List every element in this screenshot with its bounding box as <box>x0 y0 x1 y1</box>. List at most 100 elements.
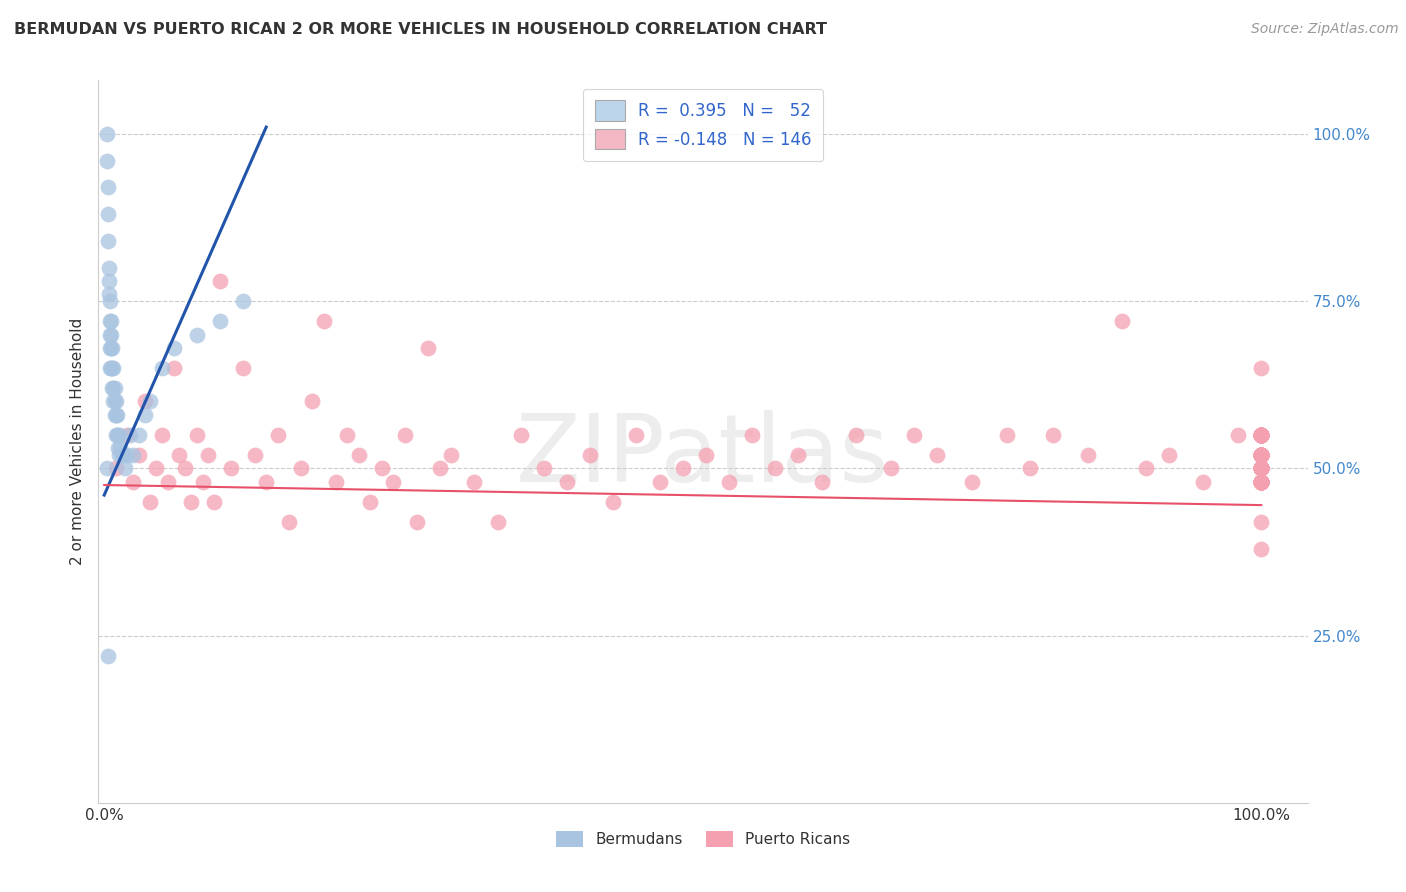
Point <box>98 327 121 342</box>
Point <box>995 427 1018 442</box>
Point <box>1250 427 1272 442</box>
Point <box>1250 475 1272 489</box>
Point <box>208 314 231 328</box>
Point <box>186 427 208 442</box>
Point <box>97 234 120 248</box>
Point <box>111 448 134 462</box>
Point <box>202 494 225 508</box>
Point <box>1250 461 1272 475</box>
Point <box>1250 448 1272 462</box>
Point <box>429 461 451 475</box>
Point <box>1250 475 1272 489</box>
Point <box>98 314 121 328</box>
Point <box>960 475 983 489</box>
Point <box>1250 427 1272 442</box>
Point <box>278 515 301 529</box>
Point <box>1250 461 1272 475</box>
Point <box>128 448 150 462</box>
Point <box>104 427 127 442</box>
Point <box>1192 475 1215 489</box>
Point <box>1227 427 1250 442</box>
Point <box>763 461 786 475</box>
Point <box>104 381 127 395</box>
Point <box>1250 461 1272 475</box>
Point <box>197 448 219 462</box>
Point <box>1250 475 1272 489</box>
Point <box>103 381 125 395</box>
Point <box>108 448 131 462</box>
Point <box>104 461 127 475</box>
Point <box>1157 448 1180 462</box>
Point <box>1250 461 1272 475</box>
Point <box>371 461 394 475</box>
Point <box>1250 461 1272 475</box>
Point <box>128 427 150 442</box>
Point <box>98 294 121 309</box>
Point <box>1250 475 1272 489</box>
Point <box>1250 475 1272 489</box>
Point <box>1250 461 1272 475</box>
Point <box>96 127 118 141</box>
Point <box>1250 361 1272 376</box>
Point <box>117 427 139 442</box>
Point <box>1250 475 1272 489</box>
Point <box>927 448 949 462</box>
Point <box>180 494 202 508</box>
Point <box>626 427 648 442</box>
Point <box>1250 448 1272 462</box>
Point <box>880 461 903 475</box>
Point <box>232 361 254 376</box>
Point <box>903 427 925 442</box>
Point <box>145 461 167 475</box>
Point <box>1250 427 1272 442</box>
Point <box>1250 448 1272 462</box>
Point <box>1250 448 1272 462</box>
Point <box>96 153 118 168</box>
Point <box>1250 461 1272 475</box>
Point <box>101 341 124 355</box>
Point <box>1250 475 1272 489</box>
Point <box>1250 448 1272 462</box>
Point <box>186 327 208 342</box>
Point <box>1250 448 1272 462</box>
Point <box>139 494 162 508</box>
Point <box>1250 475 1272 489</box>
Point <box>97 180 120 194</box>
Point <box>156 475 179 489</box>
Point <box>1250 427 1272 442</box>
Point <box>1250 448 1272 462</box>
Point <box>208 274 231 288</box>
Point <box>1250 475 1272 489</box>
Point <box>1250 461 1272 475</box>
Point <box>96 461 118 475</box>
Point <box>98 361 121 376</box>
Point <box>1250 427 1272 442</box>
Point <box>97 287 120 301</box>
Point <box>1250 461 1272 475</box>
Point <box>1250 461 1272 475</box>
Point <box>221 461 243 475</box>
Point <box>162 341 184 355</box>
Point <box>107 427 129 442</box>
Point <box>1250 427 1272 442</box>
Point <box>1250 515 1272 529</box>
Point <box>110 442 132 455</box>
Point <box>1250 427 1272 442</box>
Point <box>1250 448 1272 462</box>
Point <box>1250 475 1272 489</box>
Point <box>845 427 868 442</box>
Point <box>107 442 129 455</box>
Point <box>243 448 266 462</box>
Point <box>122 448 145 462</box>
Point <box>418 341 440 355</box>
Legend: Bermudans, Puerto Ricans: Bermudans, Puerto Ricans <box>550 825 856 853</box>
Point <box>1250 448 1272 462</box>
Point <box>1042 427 1064 442</box>
Point <box>1250 461 1272 475</box>
Point <box>336 427 359 442</box>
Point <box>1250 461 1272 475</box>
Point <box>174 461 197 475</box>
Y-axis label: 2 or more Vehicles in Household: 2 or more Vehicles in Household <box>69 318 84 566</box>
Text: BERMUDAN VS PUERTO RICAN 2 OR MORE VEHICLES IN HOUSEHOLD CORRELATION CHART: BERMUDAN VS PUERTO RICAN 2 OR MORE VEHIC… <box>14 22 827 37</box>
Point <box>1250 448 1272 462</box>
